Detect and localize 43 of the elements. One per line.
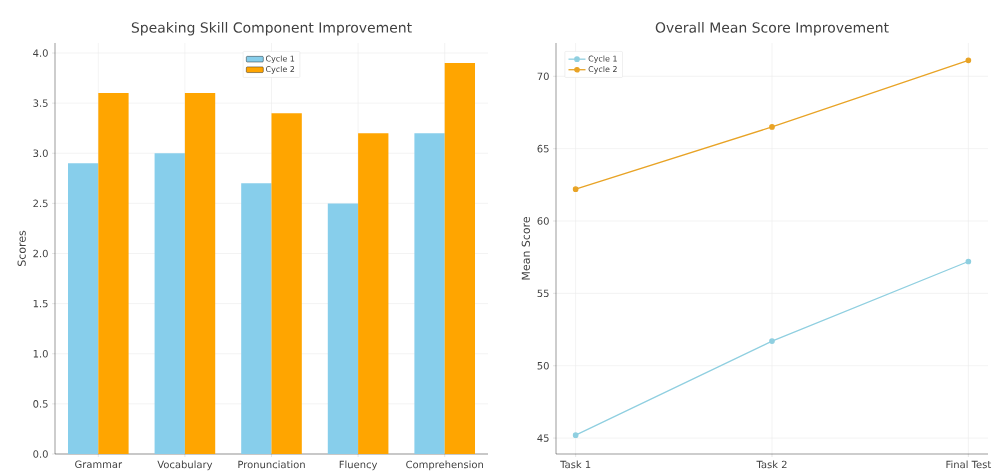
y-tick-label: 60	[537, 217, 549, 225]
y-tick-label: 55	[537, 289, 549, 298]
bar	[154, 153, 185, 454]
point	[769, 338, 775, 344]
y-tick-label: 70	[537, 72, 549, 81]
x-tick-label: Task 2	[756, 460, 787, 469]
bar	[327, 203, 359, 454]
point	[769, 124, 775, 130]
point	[572, 186, 579, 193]
y-tick-label: 50	[537, 361, 549, 370]
chart-title: Speaking Skill Component Improvement	[131, 22, 412, 36]
bar	[184, 93, 216, 454]
y-tick-label: 0.0	[33, 450, 48, 458]
y-tick-label: 3.5	[33, 99, 48, 107]
bar	[271, 113, 302, 454]
y-tick-label: 2.0	[33, 249, 48, 258]
y-tick-label: 1.0	[33, 349, 48, 358]
bar	[414, 133, 445, 454]
x-tick-label: Fluency	[339, 460, 378, 471]
bar	[67, 163, 99, 454]
y-tick-label: 65	[537, 144, 549, 153]
x-tick-label: Comprehension	[406, 460, 483, 471]
point	[572, 432, 579, 439]
bar	[98, 93, 129, 454]
point	[965, 258, 972, 265]
x-tick-label: Pronunciation	[238, 460, 305, 469]
x-tick-label: Vocabulary	[157, 460, 213, 471]
bar	[444, 63, 476, 454]
bar	[358, 133, 389, 454]
y-tick-label: 3.0	[33, 149, 48, 158]
x-tick-label: Final Test	[946, 460, 992, 469]
bar	[241, 183, 272, 454]
y-tick-label: 1.5	[33, 299, 48, 308]
y-tick-label: 45	[537, 434, 549, 442]
point	[965, 57, 972, 64]
y-axis-title: Mean Score	[521, 217, 530, 280]
y-tick-label: 4.0	[33, 49, 48, 57]
y-tick-label: 0.5	[33, 400, 48, 408]
y-tick-label: 2.5	[33, 199, 48, 208]
y-axis-title: Scores	[17, 230, 26, 266]
x-tick-label: Grammar	[75, 460, 123, 469]
chart-title: Overall Mean Score Improvement	[655, 22, 889, 36]
x-tick-label: Task 1	[560, 460, 591, 469]
